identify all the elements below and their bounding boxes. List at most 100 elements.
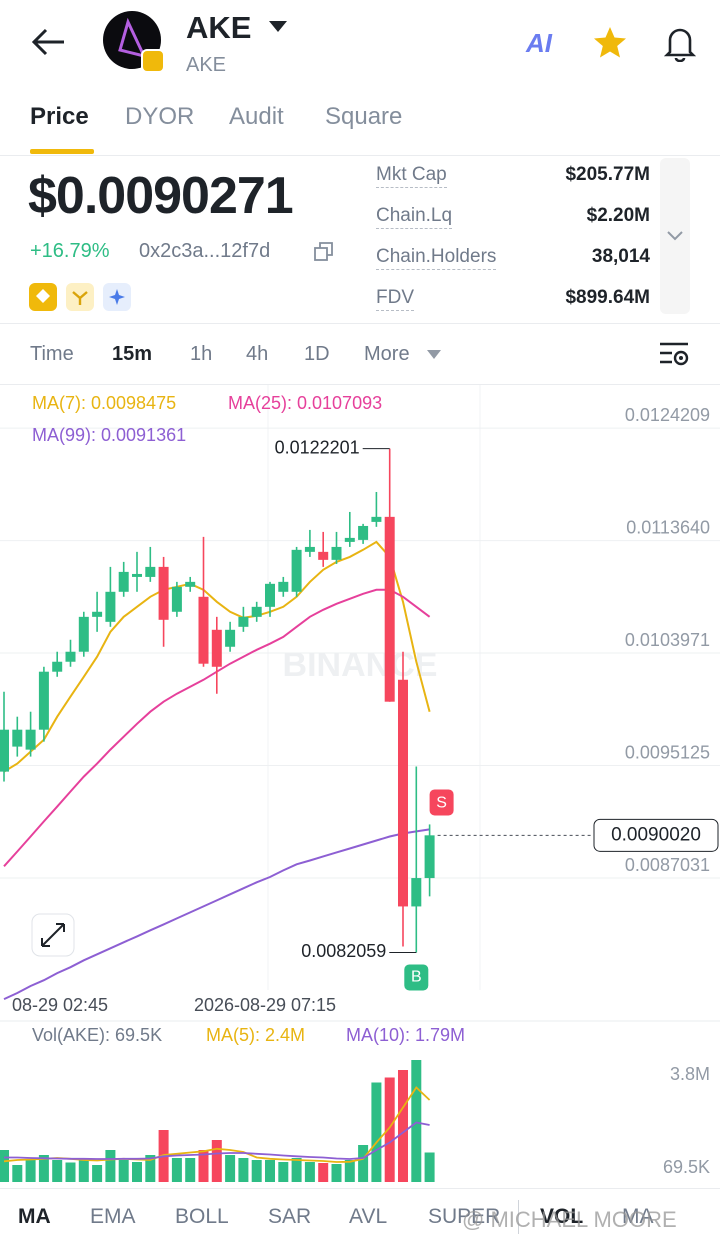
volume-bar	[411, 1060, 422, 1182]
volume-bar	[278, 1162, 289, 1182]
candle-body	[25, 729, 36, 750]
volume-bar	[38, 1155, 49, 1182]
timeframe[interactable]: 1D	[304, 343, 330, 365]
low-label: 0.0082059	[301, 941, 386, 961]
indicator-tab[interactable]: BOLL	[175, 1205, 229, 1228]
current-price-label: 0.0090020	[611, 824, 701, 845]
volume-legend: MA(10): 1.79M	[346, 1025, 465, 1045]
expand-icon	[41, 923, 65, 947]
volume-bar	[145, 1155, 156, 1182]
volume-bar	[265, 1160, 275, 1182]
separator	[518, 1200, 519, 1234]
dropdown-icon	[427, 350, 441, 359]
candle-body	[132, 573, 142, 577]
sell-signal	[429, 789, 454, 816]
ai-button[interactable]: AI	[526, 28, 552, 58]
token-subtitle: AKE	[186, 54, 227, 76]
volume-bar	[78, 1160, 89, 1182]
volume-bar	[211, 1140, 222, 1182]
tab[interactable]: Square	[325, 103, 403, 130]
chart-watermark: BINANCE	[283, 646, 438, 684]
candle-body	[304, 546, 315, 552]
token-logo	[103, 11, 165, 73]
volume-ma-line	[4, 1121, 430, 1160]
ma-legend: MA(25): 0.0107093	[228, 393, 382, 413]
indicator-tab[interactable]: AVL	[349, 1205, 388, 1228]
favorite-star[interactable]	[592, 25, 628, 61]
volume-bar	[185, 1158, 196, 1182]
tab[interactable]: Audit	[229, 103, 284, 130]
divider	[0, 1188, 720, 1189]
volume-bar	[105, 1150, 116, 1182]
sell-signal-label: S	[436, 795, 447, 812]
candle-body	[265, 583, 275, 607]
candlestick-chart: BINANCE 0.0124209 0.0113640 0.0103971 0.009…	[0, 385, 720, 1182]
expand-stats[interactable]	[660, 158, 690, 314]
token-symbol[interactable]: AKE	[186, 10, 252, 45]
volume-bar	[424, 1152, 435, 1182]
candle-body	[358, 525, 369, 540]
contract-address[interactable]: 0x2c3a...12f7d	[139, 240, 271, 262]
chart-settings[interactable]	[658, 340, 692, 368]
volume-bar	[0, 1150, 9, 1182]
timeframe[interactable]: 4h	[246, 343, 269, 365]
tab[interactable]: DYOR	[125, 103, 195, 130]
candle-body	[238, 616, 249, 627]
price-change: +16.79%	[30, 240, 110, 262]
candle-body	[344, 537, 355, 542]
candle-body	[291, 549, 302, 592]
stat-label: Chain.Lq	[376, 205, 453, 229]
indicator-tab[interactable]: MA	[18, 1205, 51, 1228]
candle-body	[105, 591, 116, 622]
back-button[interactable]	[30, 26, 66, 58]
current-price-box	[593, 818, 719, 852]
indicator-tab[interactable]: SAR	[268, 1205, 312, 1228]
timeframe[interactable]: Time	[30, 343, 74, 365]
tab[interactable]: Price	[30, 103, 89, 130]
candle-body	[398, 679, 408, 907]
timeframe[interactable]: 1h	[190, 343, 213, 365]
volume-bar	[171, 1158, 182, 1182]
volume-bar	[52, 1160, 63, 1182]
y-tick-label: 0.0124209	[625, 405, 710, 425]
x-tick-label: 08-29 02:45	[12, 995, 108, 1015]
volume-legend: Vol(AKE): 69.5K	[32, 1025, 162, 1045]
candle-body	[118, 571, 129, 592]
volume-bar	[318, 1163, 329, 1182]
volume-bar	[25, 1160, 36, 1182]
high-label: 0.0122201	[275, 437, 360, 457]
dropdown-icon[interactable]	[268, 20, 288, 34]
chevron-down	[667, 231, 683, 241]
candle-body	[12, 729, 23, 747]
volume-bar	[12, 1165, 23, 1182]
candle-body	[371, 516, 382, 522]
notification-bell[interactable]	[662, 24, 698, 62]
timeframe[interactable]: More	[364, 343, 410, 365]
candle-body	[78, 616, 89, 652]
candle-body	[198, 596, 209, 664]
ma-legend: MA(7): 0.0098475	[32, 393, 176, 413]
volume-bar	[358, 1145, 369, 1182]
candle-body	[278, 581, 289, 592]
divider	[0, 384, 720, 385]
ma-line	[3, 540, 431, 773]
y-tick-label: 0.0087031	[625, 855, 710, 875]
timeframe[interactable]: 15m	[112, 343, 153, 365]
indicator-tab[interactable]: MA	[622, 1205, 654, 1228]
indicator-tab[interactable]: EMA	[90, 1205, 136, 1228]
volume-bar	[238, 1158, 249, 1182]
badges	[29, 283, 131, 311]
stat-label: FDV	[376, 287, 414, 311]
volume-tick-label: 3.8M	[670, 1064, 710, 1084]
tab-indicator	[30, 149, 94, 154]
volume-bar	[198, 1150, 209, 1182]
copy-icon[interactable]	[313, 241, 335, 263]
indicator-tab[interactable]: VOL	[540, 1205, 584, 1228]
buy-signal-label: B	[411, 969, 422, 986]
indicator-tab[interactable]: SUPER	[428, 1205, 501, 1228]
candle-body	[65, 651, 76, 662]
stat-value: $205.77M	[565, 164, 650, 185]
volume-bar	[92, 1165, 103, 1182]
candle-body	[211, 629, 222, 667]
